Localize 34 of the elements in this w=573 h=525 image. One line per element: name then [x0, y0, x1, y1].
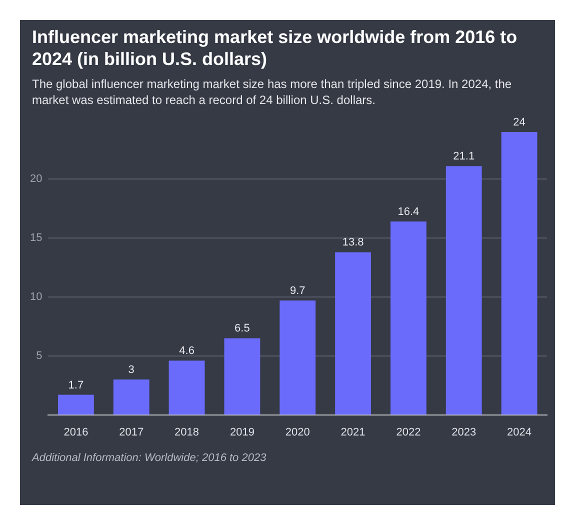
chart-subtitle: The global influencer marketing market size has more than tripled since 2019. In 2024, the market was estimated to reach a record of 24 billion U.S. dollars. — [32, 76, 513, 108]
y-tick-label: 10 — [30, 291, 42, 303]
bar — [113, 379, 150, 415]
data-label: 16.4 — [398, 206, 420, 218]
bar — [335, 252, 371, 415]
x-tick-label: 2022 — [396, 426, 421, 438]
bar — [280, 300, 316, 415]
data-label: 3 — [128, 364, 134, 376]
x-tick-label: 2018 — [174, 426, 200, 438]
chart-title: Influencer marketing market size worldwide from 2016 to 2024 (in billion U.S. dollars) — [32, 26, 518, 70]
data-label: 24 — [513, 116, 526, 129]
bar — [58, 394, 94, 415]
data-label: 4.6 — [179, 345, 194, 358]
x-tick-label: 2024 — [507, 426, 532, 438]
y-tick-label: 15 — [30, 232, 42, 244]
bar — [224, 338, 260, 415]
data-label: 13.8 — [342, 236, 364, 249]
data-label: 21.1 — [453, 150, 475, 163]
x-tick-label: 2016 — [64, 426, 88, 438]
x-tick-label: 2019 — [230, 426, 254, 438]
data-label: 9.7 — [290, 285, 306, 298]
x-tick-label: 2023 — [452, 426, 476, 438]
x-tick-label: 2020 — [285, 426, 310, 438]
x-tick-label: 2021 — [340, 426, 366, 438]
bar — [446, 166, 482, 415]
bar — [168, 360, 205, 415]
bar — [501, 132, 538, 415]
x-tick-label: 2017 — [119, 426, 144, 438]
y-tick-label: 5 — [36, 350, 42, 362]
text: Additional Information: Worldwide; 2016 to 2023 — [32, 452, 268, 464]
y-tick-label: 20 — [30, 173, 42, 186]
data-label: 6.5 — [234, 322, 250, 335]
data-label: 1.7 — [68, 379, 84, 392]
bar — [390, 222, 426, 415]
